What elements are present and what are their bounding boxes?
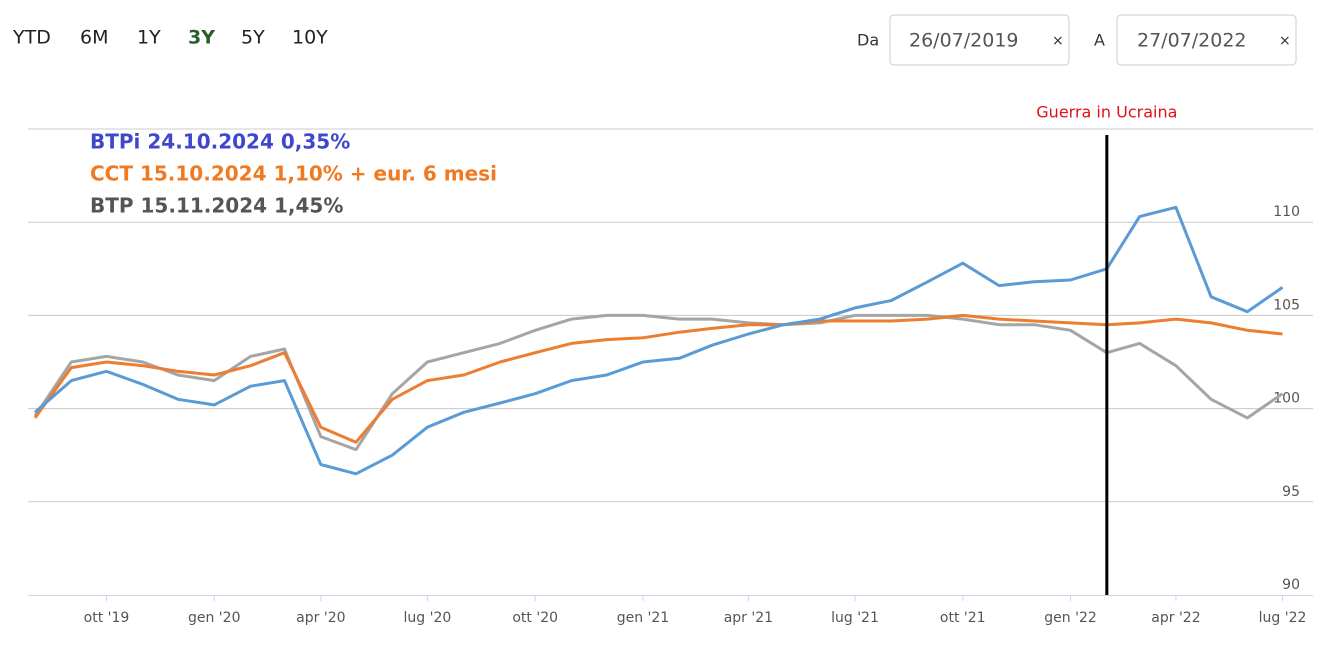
from-label: Da xyxy=(857,31,879,50)
range-button[interactable]: 10Y xyxy=(292,27,328,49)
series-line xyxy=(34,205,1284,476)
to-label: A xyxy=(1094,31,1105,50)
x-tick-label: lug '22 xyxy=(1259,610,1307,626)
series-line xyxy=(33,313,1284,452)
range-button[interactable]: 6M xyxy=(80,27,108,49)
x-tick-label: ott '19 xyxy=(84,610,130,626)
x-tick-label: lug '20 xyxy=(404,610,452,626)
legend-label: BTPi 24.10.2024 0,35% xyxy=(90,130,350,154)
x-tick-label: apr '22 xyxy=(1151,610,1200,626)
x-tick-label: ott '20 xyxy=(512,610,558,626)
legend-label: CCT 15.10.2024 1,10% + eur. 6 mesi xyxy=(90,162,497,186)
to-date[interactable]: 27/07/2022 xyxy=(1137,30,1247,52)
x-tick-label: gen '22 xyxy=(1044,610,1097,626)
x-tick-label: lug '21 xyxy=(831,610,879,626)
y-tick-label: 110 xyxy=(1273,204,1300,220)
range-button[interactable]: 3Y xyxy=(188,27,215,49)
series-line xyxy=(33,313,1283,444)
from-date-box[interactable] xyxy=(889,14,1070,66)
y-tick-label: 105 xyxy=(1273,297,1300,313)
clear-button[interactable]: × xyxy=(1052,33,1064,49)
x-tick-label: apr '21 xyxy=(724,610,773,626)
x-tick-label: ott '21 xyxy=(940,610,986,626)
from-date[interactable]: 26/07/2019 xyxy=(909,30,1019,52)
event-label: Guerra in Ucraina xyxy=(1036,103,1177,122)
y-tick-label: 90 xyxy=(1282,577,1300,593)
x-tick-label: gen '20 xyxy=(188,610,241,626)
clear-button[interactable]: × xyxy=(1279,33,1291,49)
x-tick-label: gen '21 xyxy=(617,610,670,626)
y-tick-label: 95 xyxy=(1282,484,1300,500)
range-button[interactable]: YTD xyxy=(12,27,51,49)
range-button[interactable]: 5Y xyxy=(241,27,265,49)
range-button[interactable]: 1Y xyxy=(137,27,161,49)
x-tick-label: apr '20 xyxy=(296,610,345,626)
to-date-box[interactable] xyxy=(1116,14,1297,66)
legend-label: BTP 15.11.2024 1,45% xyxy=(90,194,343,218)
